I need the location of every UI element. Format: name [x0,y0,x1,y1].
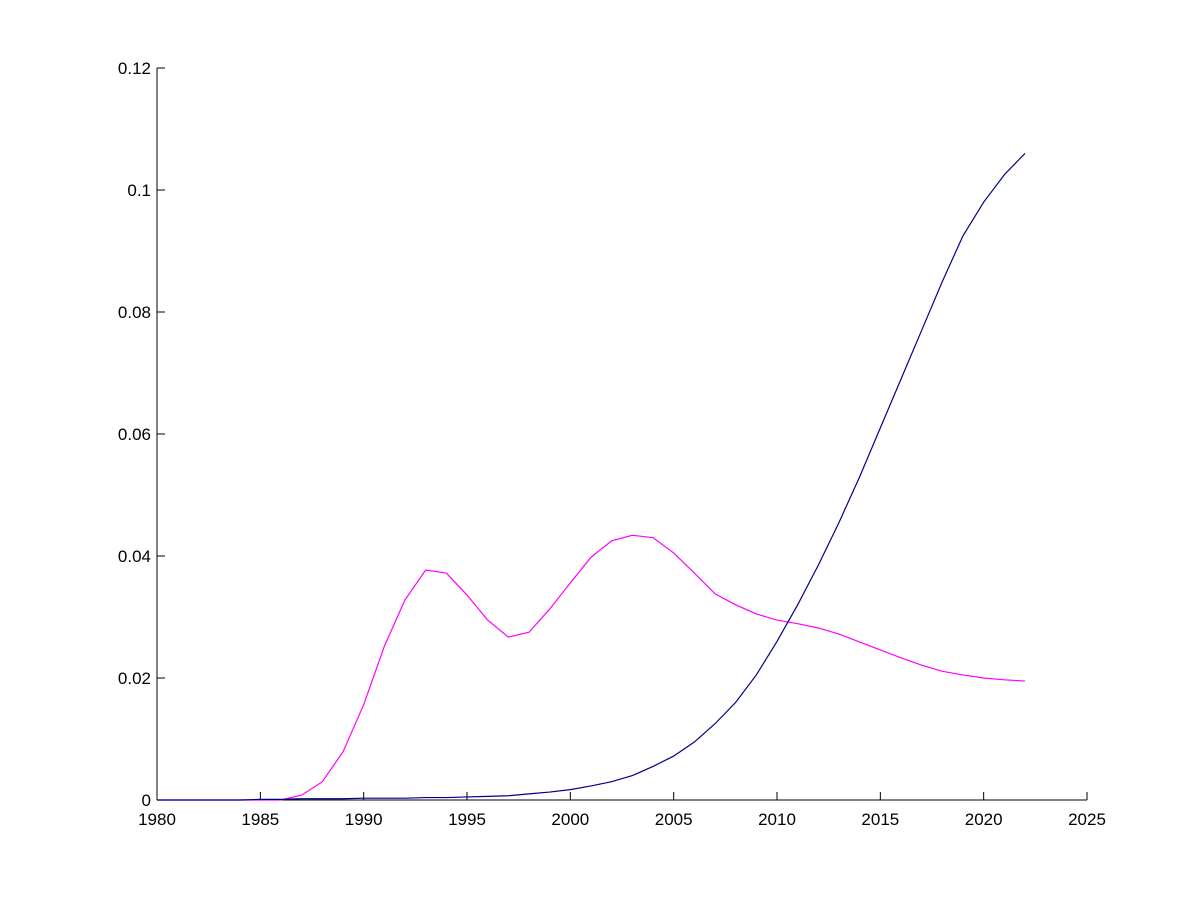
x-tick-label: 2025 [1068,810,1106,829]
y-tick-label: 0.02 [118,669,151,688]
line-series [157,152,1026,801]
x-tick-label: 2010 [758,810,796,829]
x-tick-label: 2015 [861,810,899,829]
y-tick-label: 0 [142,791,151,810]
y-tick-label: 0.1 [127,181,151,200]
line-series [157,534,1026,801]
x-tick-label: 2020 [965,810,1003,829]
x-tick-label: 1995 [448,810,486,829]
x-tick-label: 2005 [655,810,693,829]
x-tick-label: 2000 [551,810,589,829]
y-tick-label: 0.08 [118,303,151,322]
y-tick-label: 0.12 [118,59,151,78]
x-tick-label: 1985 [241,810,279,829]
y-tick-label: 0.04 [118,547,151,566]
x-tick-label: 1990 [345,810,383,829]
y-tick-label: 0.06 [118,425,151,444]
x-tick-label: 1980 [138,810,176,829]
